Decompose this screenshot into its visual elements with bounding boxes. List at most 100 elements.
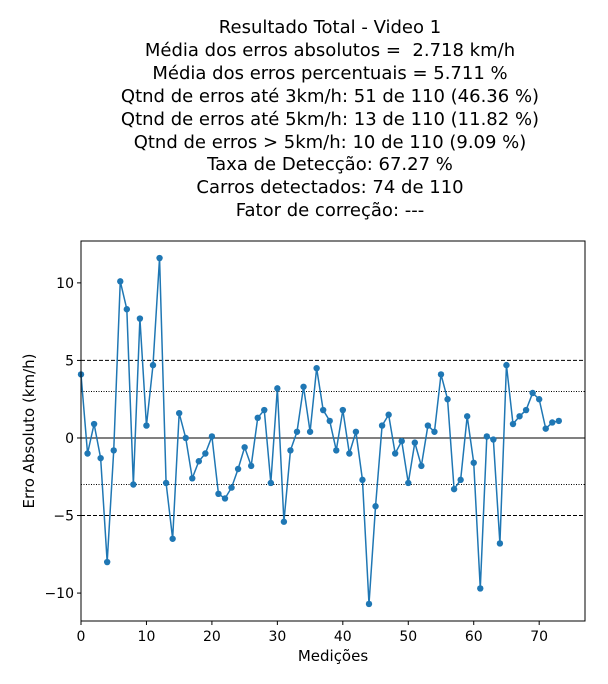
x-tick-label: 70 xyxy=(530,629,548,645)
y-tick-label: −10 xyxy=(44,586,74,602)
data-point xyxy=(149,361,157,369)
data-point xyxy=(189,475,196,482)
data-point xyxy=(254,414,261,422)
data-point xyxy=(156,254,163,262)
data-point xyxy=(195,458,203,465)
data-point xyxy=(97,454,104,462)
data-point xyxy=(319,406,327,414)
chart-title: Resultado Total - Video 1 Média dos erro… xyxy=(0,17,608,223)
data-point xyxy=(247,462,255,470)
data-point xyxy=(300,383,307,390)
data-point xyxy=(378,422,386,429)
data-series xyxy=(77,254,563,608)
data-point xyxy=(117,278,124,285)
data-point xyxy=(267,479,275,487)
title-line: Qtnd de erros até 3km/h: 51 de 110 (46.3… xyxy=(120,85,540,107)
data-point xyxy=(221,495,229,502)
title-line: Qtnd de erros até 5km/h: 13 de 110 (11.8… xyxy=(120,108,540,130)
data-point xyxy=(470,459,477,466)
data-point xyxy=(391,450,399,457)
data-point xyxy=(352,428,360,435)
data-point xyxy=(542,425,549,432)
data-point xyxy=(228,484,235,491)
data-point xyxy=(437,371,445,378)
data-point xyxy=(549,419,556,426)
data-point xyxy=(234,465,242,473)
title-line: Carros detectados: 74 de 110 xyxy=(196,177,464,199)
y-tick-label: 10 xyxy=(56,276,74,292)
series-line xyxy=(80,258,559,604)
data-point xyxy=(535,396,543,403)
data-point xyxy=(103,558,111,566)
y-tick-label: 0 xyxy=(65,431,74,447)
data-point xyxy=(261,406,268,414)
x-tick-label: 0 xyxy=(77,629,86,645)
y-tick-label: −5 xyxy=(53,509,74,525)
data-point xyxy=(287,447,294,454)
data-point xyxy=(359,476,366,484)
title-line: Qtnd de erros > 5km/h: 10 de 110 (9.09 %… xyxy=(133,131,527,153)
data-point xyxy=(509,420,517,428)
x-tick-label: 40 xyxy=(334,629,352,645)
data-point xyxy=(483,433,491,440)
data-point xyxy=(522,406,530,414)
title-line: Fator de correção: --- xyxy=(235,200,425,222)
data-point xyxy=(175,409,183,417)
data-point xyxy=(130,481,137,488)
x-tick-label: 30 xyxy=(268,629,286,645)
data-point xyxy=(444,396,451,403)
data-point xyxy=(431,428,438,435)
data-point xyxy=(123,306,131,313)
x-axis-label: Medições xyxy=(298,647,369,665)
data-point xyxy=(450,485,458,493)
y-tick-label: 5 xyxy=(65,353,74,369)
x-tick-label: 10 xyxy=(138,629,156,645)
data-point xyxy=(457,476,464,484)
title-line: Resultado Total - Video 1 xyxy=(218,17,442,38)
data-point xyxy=(418,462,425,470)
data-point xyxy=(274,385,281,392)
data-point xyxy=(555,417,563,425)
data-point xyxy=(215,490,222,498)
data-point xyxy=(405,479,412,487)
data-point xyxy=(241,444,248,451)
y-axis-ticks: −10 −5 0 5 10 xyxy=(44,276,81,602)
data-point xyxy=(385,411,392,418)
data-point xyxy=(424,422,432,429)
x-axis-ticks: 0 10 20 30 40 50 60 70 xyxy=(77,621,548,645)
data-point xyxy=(346,450,353,457)
title-line: Taxa de Detecção: 67.27 % xyxy=(207,154,453,176)
data-point xyxy=(136,315,144,322)
data-point xyxy=(326,417,333,425)
title-line: Média dos erros percentuais = 5.711 % xyxy=(152,62,508,84)
data-point xyxy=(339,406,347,414)
data-point xyxy=(333,447,340,454)
y-axis-label: Erro Absoluto (km/h) xyxy=(20,353,38,508)
data-point xyxy=(84,450,91,457)
data-point xyxy=(208,433,216,440)
data-point xyxy=(90,420,98,428)
data-point xyxy=(293,428,301,435)
data-point xyxy=(529,389,536,397)
data-point xyxy=(169,535,176,542)
data-point xyxy=(313,364,320,372)
data-point xyxy=(143,422,150,429)
x-tick-label: 60 xyxy=(465,629,483,645)
data-point xyxy=(372,503,379,510)
x-tick-label: 50 xyxy=(399,629,417,645)
data-point xyxy=(503,361,510,369)
data-point xyxy=(162,479,170,487)
data-point xyxy=(280,518,288,525)
data-point xyxy=(477,585,484,592)
data-point xyxy=(490,436,497,443)
title-line: Média dos erros absolutos = 2.718 km/h xyxy=(144,39,516,61)
data-point xyxy=(110,447,117,454)
data-point xyxy=(202,450,209,457)
data-point xyxy=(496,540,504,547)
data-point xyxy=(463,413,471,420)
data-point xyxy=(411,439,419,446)
data-point xyxy=(306,428,314,435)
data-point xyxy=(365,600,373,608)
plot-frame xyxy=(80,240,586,622)
